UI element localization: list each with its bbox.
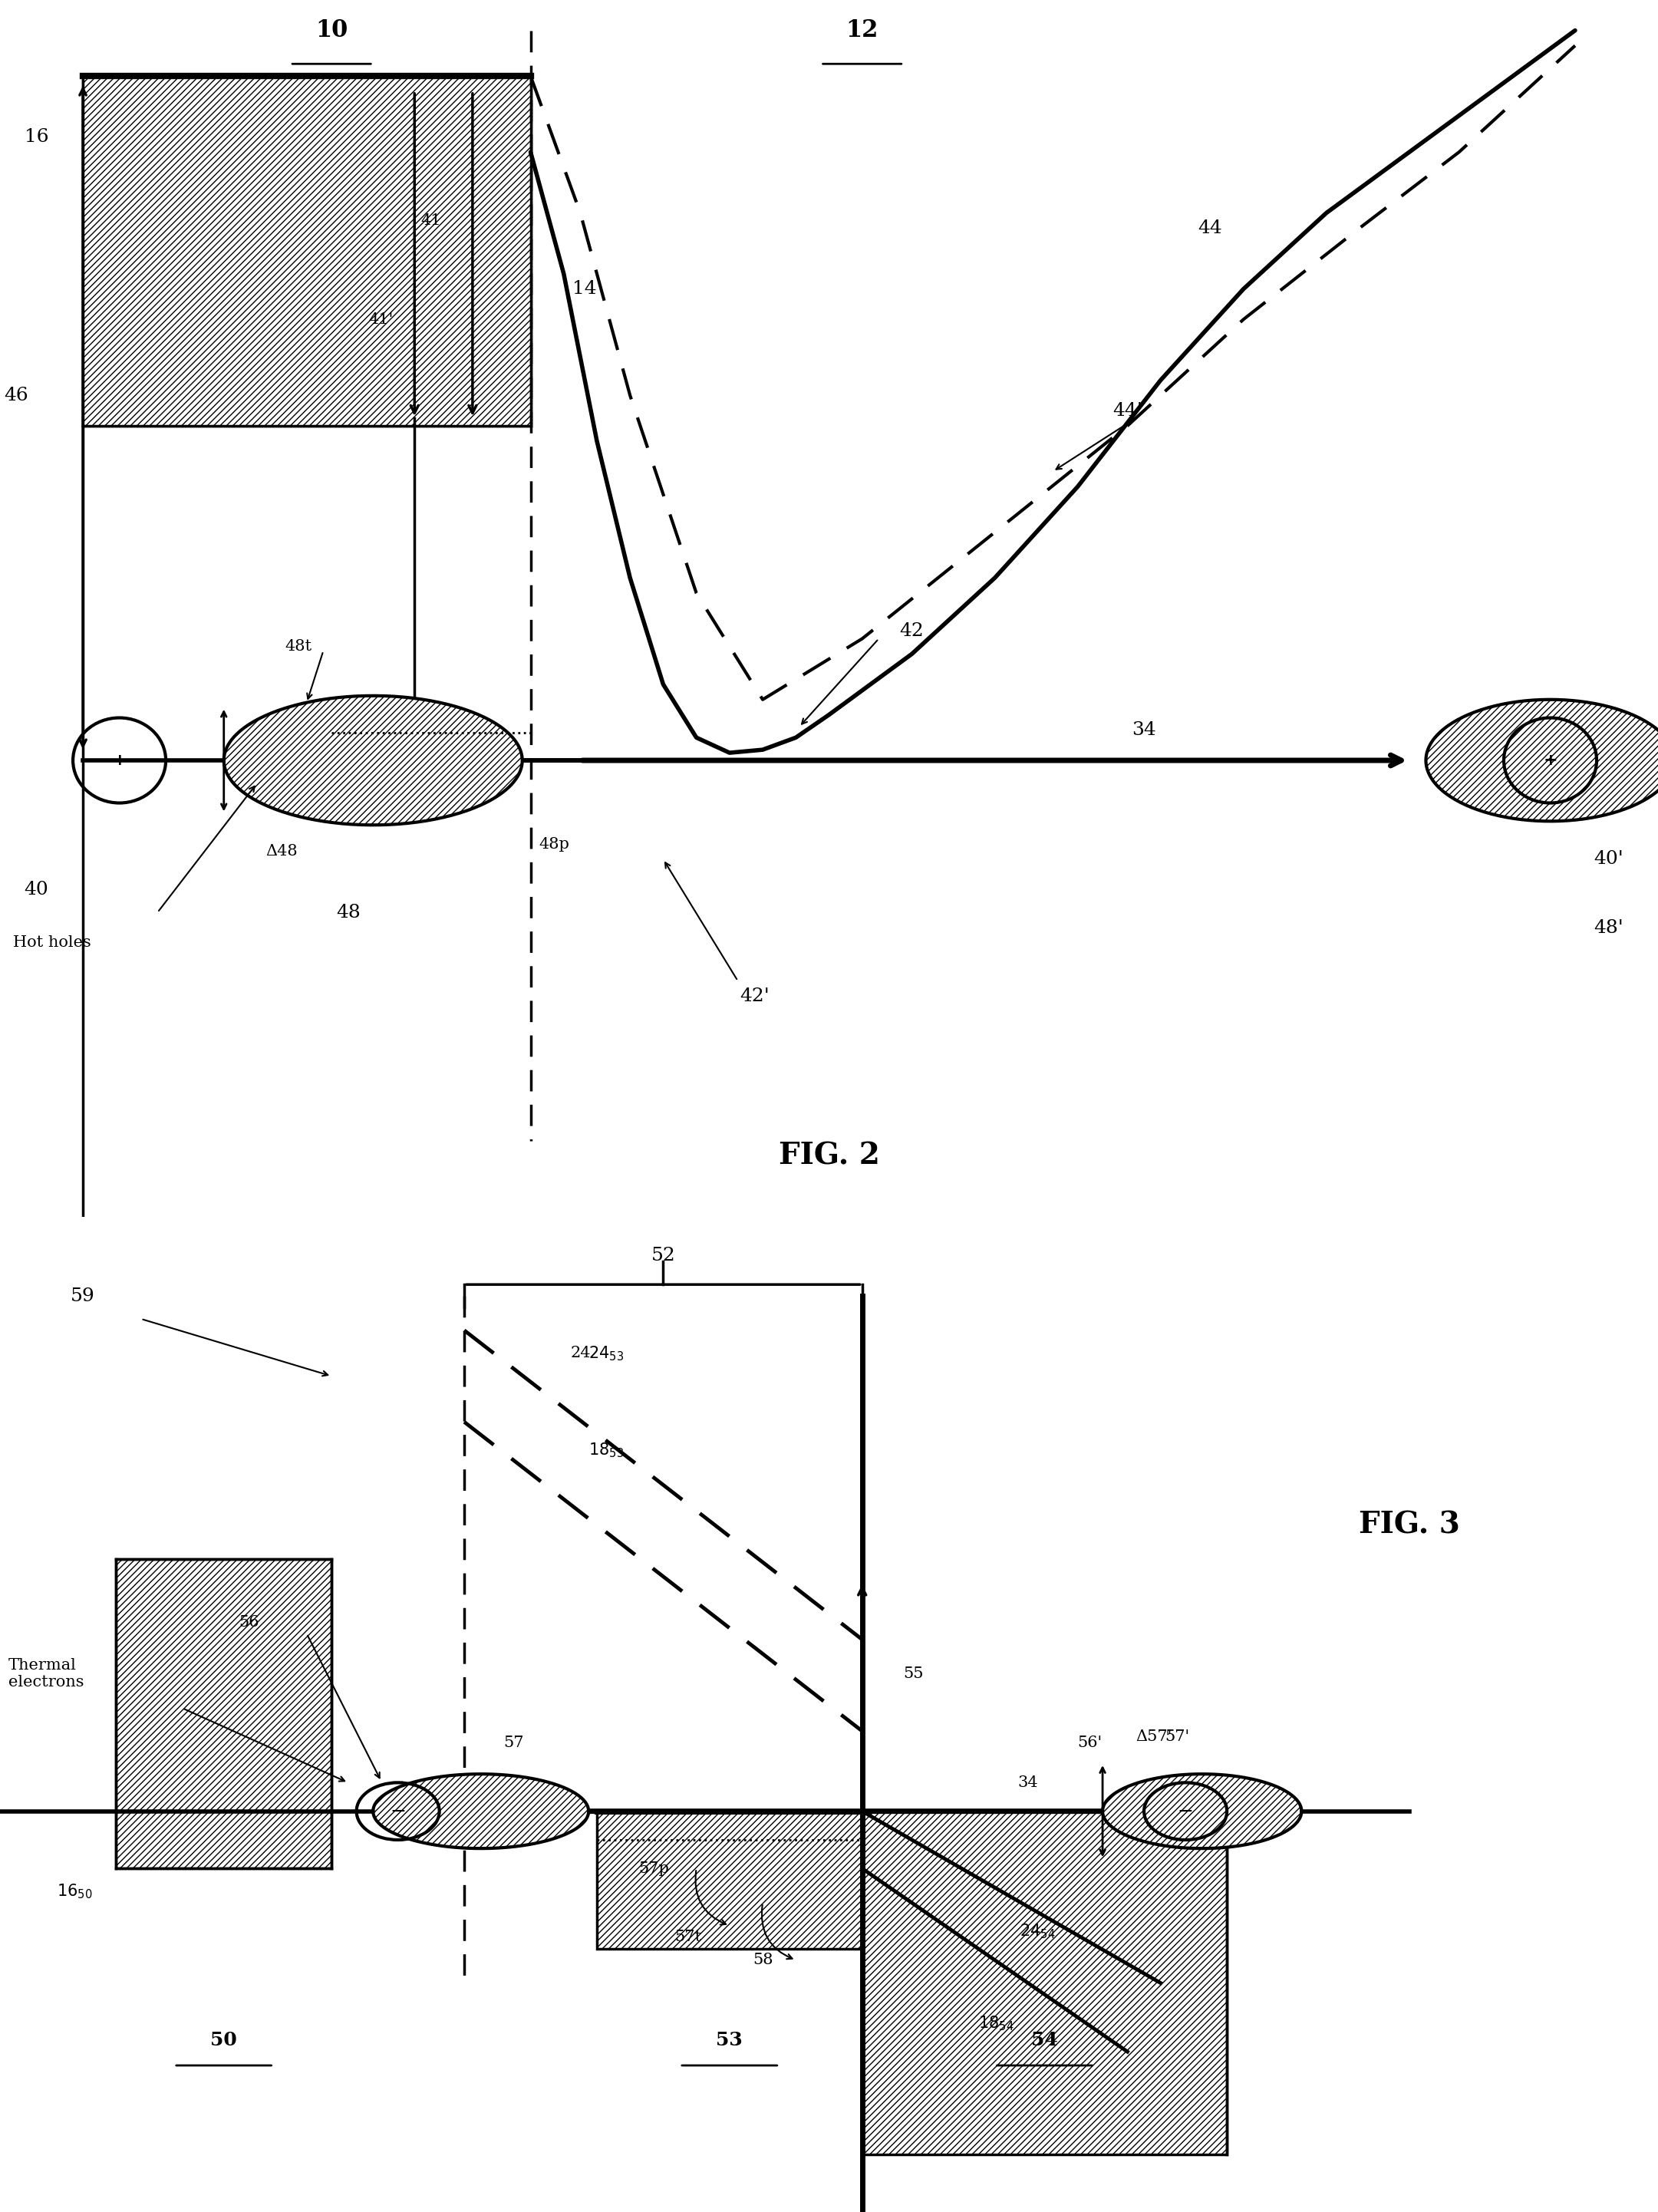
Text: 48p: 48p [539, 836, 569, 852]
Text: 53: 53 [716, 2031, 743, 2051]
Text: $16_{50}$: $16_{50}$ [56, 1882, 93, 1900]
Text: +: + [113, 752, 126, 768]
Text: 55: 55 [904, 1666, 924, 1681]
Text: 40': 40' [1593, 849, 1623, 867]
Text: 42: 42 [900, 622, 924, 639]
Text: 57p: 57p [638, 1860, 668, 1876]
Polygon shape [224, 697, 522, 825]
Polygon shape [373, 1774, 589, 1849]
Polygon shape [1426, 699, 1658, 821]
Text: 56': 56' [1078, 1734, 1103, 1750]
Text: 57t: 57t [675, 1929, 701, 1944]
Text: 58: 58 [753, 1953, 773, 1966]
Text: 44': 44' [1113, 403, 1142, 420]
Text: 50: 50 [211, 2031, 237, 2051]
Text: 40: 40 [25, 880, 48, 898]
Text: 10: 10 [315, 18, 348, 42]
Bar [116, 1559, 332, 1869]
Text: 48: 48 [337, 905, 360, 920]
Text: 54: 54 [1031, 2031, 1058, 2051]
Polygon shape [1426, 699, 1658, 821]
Text: $18_{53}$: $18_{53}$ [589, 1442, 623, 1460]
Text: 59: 59 [71, 1287, 95, 1305]
Text: 57': 57' [1166, 1730, 1189, 1743]
Text: 48t: 48t [285, 639, 312, 653]
Bar [597, 1812, 862, 1949]
Text: 14: 14 [572, 281, 597, 299]
Text: 12: 12 [846, 18, 879, 42]
Text: 44: 44 [1199, 219, 1222, 237]
Polygon shape [1103, 1774, 1302, 1849]
Polygon shape [1103, 1774, 1302, 1849]
Text: 48': 48' [1593, 918, 1623, 936]
Bar [862, 1812, 1227, 2154]
Text: −: − [1177, 1803, 1194, 1820]
Text: 24: 24 [570, 1345, 590, 1360]
Text: 41': 41' [370, 312, 393, 327]
Text: 52: 52 [652, 1248, 675, 1265]
Text: 41: 41 [421, 212, 441, 228]
Text: 42': 42' [739, 987, 769, 1004]
Text: Hot holes: Hot holes [13, 936, 91, 951]
Text: FIG. 2: FIG. 2 [778, 1141, 880, 1170]
Polygon shape [373, 1774, 589, 1849]
Text: 34: 34 [1132, 721, 1156, 739]
Text: 16: 16 [25, 128, 48, 146]
Text: 57: 57 [504, 1734, 524, 1750]
Bar [83, 75, 531, 425]
Text: 56: 56 [239, 1615, 259, 1630]
Text: Thermal
electrons: Thermal electrons [8, 1659, 85, 1690]
Text: $24_{53}$: $24_{53}$ [589, 1345, 623, 1363]
Text: $24_{54}$: $24_{54}$ [1020, 1922, 1056, 1940]
Text: +: + [1544, 752, 1557, 768]
Text: Δ57': Δ57' [1136, 1730, 1172, 1743]
Text: 34: 34 [1018, 1776, 1038, 1790]
Text: $18_{54}$: $18_{54}$ [978, 2013, 1015, 2033]
Polygon shape [224, 697, 522, 825]
Text: Δ48: Δ48 [265, 845, 298, 858]
Text: FIG. 3: FIG. 3 [1358, 1511, 1461, 1540]
Text: 46: 46 [5, 387, 28, 405]
FancyBboxPatch shape [83, 75, 531, 425]
Text: −: − [390, 1803, 406, 1820]
